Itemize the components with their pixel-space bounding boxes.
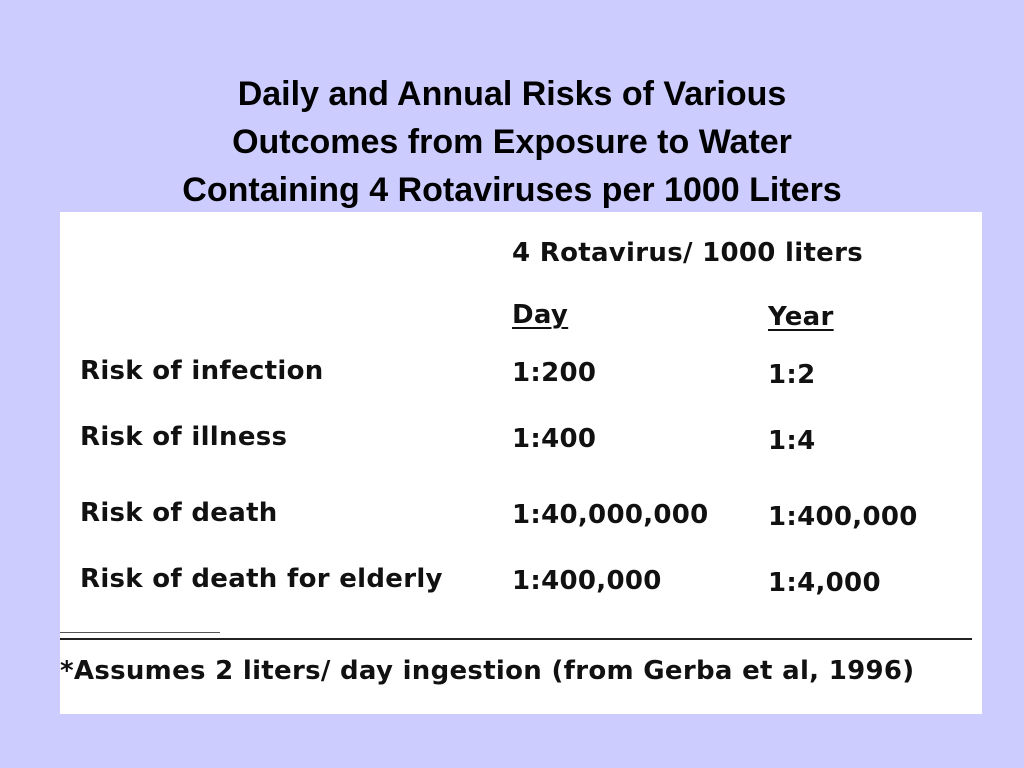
- row-label-infection: Risk of infection: [80, 356, 324, 386]
- risk-table-image: 4 Rotavirus/ 1000 liters Day Year Risk o…: [60, 212, 982, 714]
- column-header-day: Day: [512, 300, 569, 330]
- slide-title: Daily and Annual Risks of Various Outcom…: [0, 70, 1024, 214]
- title-line-1: Daily and Annual Risks of Various: [237, 75, 787, 113]
- row-day-death-elderly: 1:400,000: [512, 566, 662, 596]
- row-label-death: Risk of death: [80, 498, 278, 528]
- column-header-year: Year: [768, 302, 834, 332]
- row-year-illness: 1:4: [768, 426, 816, 456]
- row-year-death-elderly: 1:4,000: [768, 568, 881, 598]
- table-super-header: 4 Rotavirus/ 1000 liters: [512, 238, 864, 268]
- table-footnote: *Assumes 2 liters/ day ingestion (from G…: [60, 656, 915, 686]
- table-divider: [60, 638, 972, 640]
- row-year-infection: 1:2: [768, 360, 816, 390]
- row-day-illness: 1:400: [512, 424, 597, 454]
- row-year-death: 1:400,000: [768, 502, 918, 532]
- title-line-2: Outcomes from Exposure to Water: [232, 123, 792, 161]
- row-label-illness: Risk of illness: [80, 422, 288, 452]
- row-day-infection: 1:200: [512, 358, 597, 388]
- title-line-3: Containing 4 Rotaviruses per 1000 Liters: [182, 171, 842, 209]
- row-day-death: 1:40,000,000: [512, 500, 709, 530]
- table-divider-thin: [60, 632, 220, 633]
- row-label-death-elderly: Risk of death for elderly: [80, 564, 443, 594]
